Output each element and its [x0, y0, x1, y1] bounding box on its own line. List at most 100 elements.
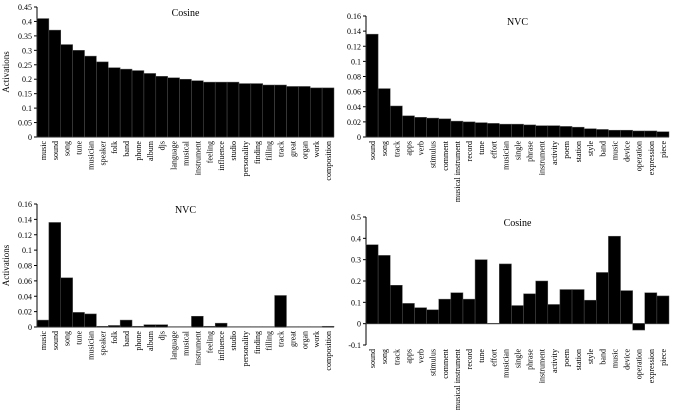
- x-tick-label: comment: [441, 140, 450, 171]
- bar: [474, 259, 488, 324]
- x-tick-label: comment: [441, 348, 450, 379]
- x-tick-label: personality: [241, 331, 250, 367]
- bar: [511, 305, 524, 324]
- bar: [298, 326, 311, 328]
- bar: [559, 126, 573, 138]
- y-tick-label: 0.5: [351, 213, 361, 222]
- bar: [84, 55, 97, 138]
- x-tick-label: tune: [477, 141, 486, 155]
- y-tick-label: 0: [357, 320, 361, 329]
- bar: [119, 319, 133, 328]
- x-tick-label: influence: [217, 141, 226, 171]
- y-tick-label: 0.06: [347, 88, 361, 97]
- bar: [60, 44, 73, 138]
- y-tick-label: 0.1: [351, 57, 361, 66]
- y-tick-label: 0.14: [18, 215, 32, 224]
- x-tick-label: studio: [229, 331, 238, 351]
- x-tick-label: activity: [550, 141, 559, 165]
- x-tick-label: djs: [158, 331, 167, 340]
- y-tick-label: 0.14: [347, 27, 361, 36]
- x-tick-label: stimulus: [429, 141, 438, 168]
- x-tick-label: song: [380, 349, 389, 364]
- bar: [547, 125, 561, 138]
- bar: [608, 235, 621, 324]
- bar: [155, 324, 168, 328]
- y-axis-label: Activations: [1, 244, 11, 286]
- x-tick-label: phone: [134, 331, 143, 351]
- x-tick-label: djs: [158, 141, 167, 150]
- bar: [274, 295, 287, 328]
- x-tick-label: band: [122, 141, 131, 157]
- y-tick-label: 0: [28, 323, 32, 332]
- bar: [632, 130, 646, 138]
- bar: [426, 117, 439, 138]
- bar: [486, 322, 500, 325]
- bar: [143, 73, 157, 138]
- bar: [571, 289, 585, 324]
- bar: [486, 123, 500, 138]
- chart-panel-3: 0 0.02 0.04 0.06 0.08 0.1 0.12 0.14 0.16 music sou…: [1, 200, 335, 371]
- x-tick-label: sound: [51, 141, 60, 160]
- y-tick-label: 0.4: [22, 17, 32, 26]
- x-tick-label: influence: [217, 331, 226, 361]
- bar: [48, 222, 62, 328]
- y-tick-label: 0.08: [18, 262, 32, 271]
- bar: [499, 123, 512, 138]
- bar: [559, 289, 573, 324]
- bar: [620, 129, 633, 138]
- x-tick-label: great: [288, 140, 297, 157]
- bar: [143, 324, 157, 328]
- bar: [131, 325, 145, 328]
- x-tick-label: composition: [324, 331, 333, 371]
- bar: [60, 277, 73, 328]
- x-tick-label: work: [312, 141, 321, 157]
- x-tick-label: expression: [647, 349, 656, 383]
- x-tick-label: tune: [75, 331, 84, 345]
- x-tick-label: track: [277, 331, 286, 347]
- bar: [238, 326, 252, 328]
- x-tick-label: piece: [659, 349, 668, 366]
- bar: [214, 81, 228, 138]
- x-tick-label: track: [277, 141, 286, 157]
- bar: [474, 122, 488, 138]
- bar: [438, 118, 452, 138]
- bar: [438, 298, 452, 324]
- y-tick-label: 0.04: [18, 292, 32, 301]
- bar: [131, 70, 145, 138]
- bar: [108, 67, 121, 138]
- y-tick-label: 0.45: [18, 3, 32, 12]
- x-tick-label: musical: [182, 140, 191, 166]
- y-tick-label: 0.16: [347, 12, 361, 21]
- y-tick-label: 0.12: [18, 231, 32, 240]
- bar: [226, 81, 240, 138]
- bar: [72, 50, 85, 138]
- x-tick-label: musical instrument: [453, 348, 462, 410]
- x-tick-label: album: [146, 140, 155, 161]
- y-tick-label: 0.05: [18, 119, 32, 128]
- y-axis-label: Activations: [1, 51, 11, 93]
- x-tick-label: song: [380, 141, 389, 156]
- x-tick-label: filling: [265, 331, 274, 351]
- x-tick-label: music: [610, 141, 619, 161]
- y-tick-label: 0.3: [351, 256, 361, 265]
- x-tick-label: record: [465, 349, 474, 369]
- y-tick-label: 0.35: [18, 32, 32, 41]
- bar: [377, 88, 391, 138]
- bar: [214, 322, 228, 328]
- x-tick-label: phone: [134, 141, 143, 161]
- x-tick-label: single: [514, 141, 523, 161]
- x-tick-label: apps: [404, 141, 413, 156]
- y-tick-label: 0.15: [18, 90, 32, 99]
- bar: [321, 325, 335, 328]
- bar: [402, 303, 415, 324]
- x-tick-label: work: [312, 331, 321, 347]
- x-tick-label: feeling: [205, 141, 214, 163]
- bar: [414, 307, 427, 324]
- y-tick-label: -0.1: [348, 341, 361, 350]
- bar: [298, 86, 311, 138]
- bar: [286, 326, 299, 328]
- y-tick-label: 0.1: [22, 104, 32, 113]
- x-tick-label: speaker: [98, 331, 107, 356]
- bar: [450, 292, 464, 324]
